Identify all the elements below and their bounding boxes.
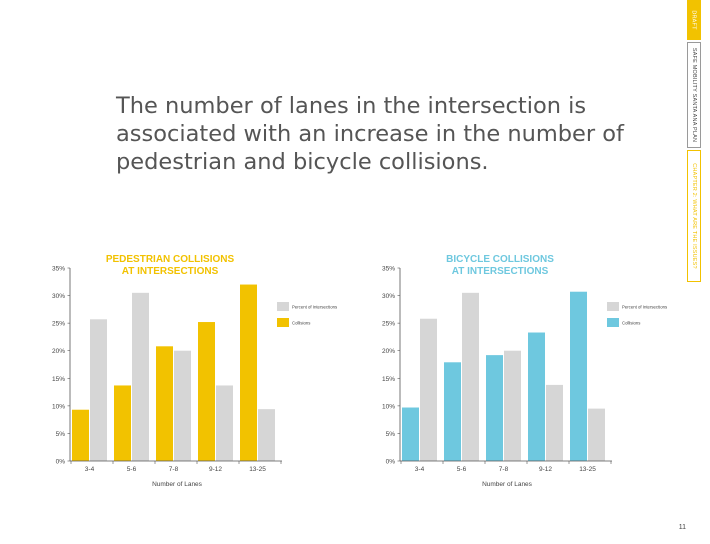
bicycle-intersections-bar bbox=[462, 292, 479, 461]
bicycle-collisions-bar bbox=[486, 355, 503, 461]
bicycle-chart-plot: 0% 5% 10% 15% 20% 25% 30% 35% 3-4 5-6 7-8 9-12 13-25… bbox=[382, 266, 667, 489]
chapter-tab: CHAPTER 2: WHAT ARE THE ISSUES? bbox=[687, 150, 701, 282]
pedestrian-legend-intersections-label: Percent of Intersections bbox=[292, 305, 337, 310]
plan-tab-label: SAFE MOBILITY SANTA ANA PLAN bbox=[691, 47, 698, 143]
pedestrian-collisions-bar bbox=[156, 346, 173, 461]
pedestrian-y-tick-label: 25% bbox=[52, 321, 65, 328]
bicycle-legend-collisions-swatch bbox=[607, 318, 619, 327]
bicycle-y-tick-label: 25% bbox=[382, 321, 395, 328]
pedestrian-collisions-bar bbox=[72, 409, 89, 461]
bicycle-x-tick-label: 9-12 bbox=[539, 466, 552, 473]
pedestrian-legend-collisions-label: Collisions bbox=[292, 321, 310, 326]
chapter-tab-label: CHAPTER 2: WHAT ARE THE ISSUES? bbox=[691, 163, 697, 269]
bicycle-chart-title-line-2: AT INTERSECTIONS bbox=[451, 266, 549, 277]
bicycle-y-tick-label: 0% bbox=[386, 459, 396, 466]
bicycle-y-tick-label: 30% bbox=[382, 293, 395, 300]
bicycle-intersections-bar bbox=[504, 350, 521, 461]
bicycle-collisions-chart: BICYCLE COLLISIONS AT INTERSECTIONS 0% 5%… bbox=[330, 248, 680, 496]
bicycle-legend-intersections-swatch bbox=[607, 302, 619, 311]
pedestrian-collisions-bar bbox=[198, 322, 215, 461]
pedestrian-y-tick-label: 15% bbox=[52, 376, 65, 383]
bicycle-x-axis-label: Number of Lanes bbox=[482, 481, 533, 488]
pedestrian-x-tick-label: 7-8 bbox=[169, 466, 179, 473]
bicycle-x-tick-label: 7-8 bbox=[499, 466, 509, 473]
pedestrian-x-axis-label: Number of Lanes bbox=[152, 481, 203, 488]
bicycle-chart-title-line-1: BICYCLE COLLISIONS bbox=[446, 254, 554, 265]
plan-tab: SAFE MOBILITY SANTA ANA PLAN bbox=[687, 42, 701, 148]
pedestrian-x-tick-label: 3-4 bbox=[85, 466, 95, 473]
side-tabs: DRAFT SAFE MOBILITY SANTA ANA PLAN CHAPT… bbox=[687, 0, 703, 290]
bicycle-chart-title: BICYCLE COLLISIONS AT INTERSECTIONS bbox=[394, 254, 606, 278]
page-number: 11 bbox=[678, 524, 686, 531]
bicycle-collisions-bar bbox=[444, 362, 461, 461]
pedestrian-intersections-bar bbox=[90, 319, 107, 461]
pedestrian-chart-title: PEDESTRIAN COLLISIONS AT INTERSECTIONS bbox=[64, 254, 276, 278]
pedestrian-intersections-bar bbox=[216, 385, 233, 461]
bicycle-y-tick-label: 5% bbox=[386, 431, 396, 438]
bicycle-y-tick-label: 15% bbox=[382, 376, 395, 383]
pedestrian-x-tick-label: 9-12 bbox=[209, 466, 222, 473]
pedestrian-y-tick-label: 0% bbox=[56, 459, 66, 466]
pedestrian-legend-collisions-swatch bbox=[277, 318, 289, 327]
draft-tab-label: DRAFT bbox=[691, 10, 697, 30]
bicycle-y-tick-label: 35% bbox=[382, 266, 395, 273]
bicycle-x-tick-label: 3-4 bbox=[415, 466, 425, 473]
pedestrian-intersections-bar bbox=[174, 350, 191, 461]
bicycle-intersections-bar bbox=[588, 408, 605, 461]
bicycle-legend-collisions-label: Collisions bbox=[622, 321, 640, 326]
bicycle-collisions-bar bbox=[402, 407, 419, 461]
bicycle-collisions-bar bbox=[528, 332, 545, 461]
pedestrian-collisions-bar bbox=[240, 284, 257, 461]
pedestrian-y-tick-label: 5% bbox=[56, 431, 66, 438]
pedestrian-legend-intersections-swatch bbox=[277, 302, 289, 311]
bicycle-legend-intersections-label: Percent of Intersections bbox=[622, 305, 667, 310]
pedestrian-y-tick-label: 35% bbox=[52, 266, 65, 273]
pedestrian-intersections-bar bbox=[258, 409, 275, 461]
pedestrian-collisions-chart: PEDESTRIAN COLLISIONS AT INTERSECTIONS 0… bbox=[0, 248, 350, 496]
headline: The number of lanes in the intersection … bbox=[116, 93, 624, 175]
bicycle-y-tick-label: 20% bbox=[382, 348, 395, 355]
pedestrian-y-tick-label: 20% bbox=[52, 348, 65, 355]
bicycle-intersections-bar bbox=[546, 384, 563, 461]
pedestrian-x-tick-label: 5-6 bbox=[127, 466, 137, 473]
pedestrian-y-tick-label: 30% bbox=[52, 293, 65, 300]
bicycle-x-tick-label: 13-25 bbox=[579, 466, 596, 473]
bicycle-collisions-bar bbox=[570, 291, 587, 461]
pedestrian-x-tick-label: 13-25 bbox=[249, 466, 266, 473]
pedestrian-chart-title-line-2: AT INTERSECTIONS bbox=[121, 266, 219, 277]
bicycle-y-tick-label: 10% bbox=[382, 403, 395, 410]
pedestrian-chart-plot: 0% 5% 10% 15% 20% 25% 30% 35% 3-4 5-6 7-8 9-12 13-25… bbox=[52, 266, 337, 489]
bicycle-intersections-bar bbox=[420, 318, 437, 461]
draft-tab: DRAFT bbox=[687, 0, 701, 40]
pedestrian-chart-title-line-1: PEDESTRIAN COLLISIONS bbox=[105, 254, 235, 265]
pedestrian-y-tick-label: 10% bbox=[52, 403, 65, 410]
pedestrian-collisions-bar bbox=[114, 385, 131, 461]
bicycle-x-tick-label: 5-6 bbox=[457, 466, 467, 473]
pedestrian-intersections-bar bbox=[132, 292, 149, 461]
